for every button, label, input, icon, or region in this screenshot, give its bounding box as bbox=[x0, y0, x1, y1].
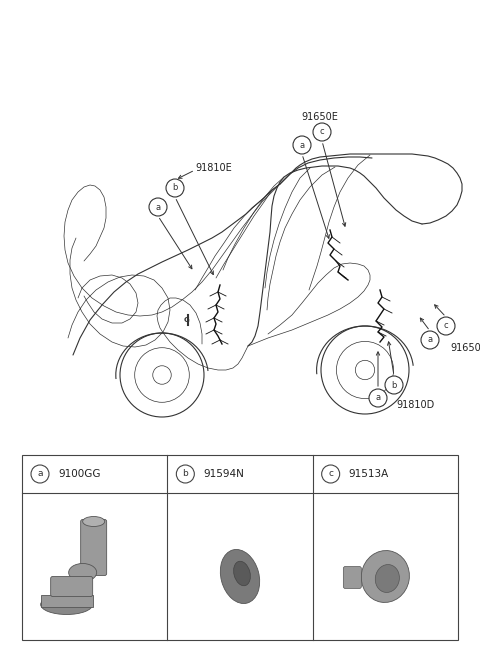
Bar bbox=[22, 455, 458, 640]
Circle shape bbox=[322, 465, 340, 483]
Text: 91650D: 91650D bbox=[450, 343, 480, 353]
Ellipse shape bbox=[361, 551, 409, 602]
Text: b: b bbox=[391, 380, 396, 390]
Text: a: a bbox=[427, 336, 432, 344]
Text: c: c bbox=[320, 127, 324, 137]
Circle shape bbox=[31, 465, 49, 483]
Ellipse shape bbox=[83, 516, 105, 526]
Ellipse shape bbox=[234, 561, 251, 586]
FancyBboxPatch shape bbox=[81, 520, 107, 576]
Text: a: a bbox=[375, 394, 381, 403]
Circle shape bbox=[385, 376, 403, 394]
Ellipse shape bbox=[375, 564, 399, 593]
FancyBboxPatch shape bbox=[343, 566, 361, 589]
Text: 91513A: 91513A bbox=[348, 469, 389, 479]
Text: 91810D: 91810D bbox=[396, 400, 434, 410]
Circle shape bbox=[369, 389, 387, 407]
FancyBboxPatch shape bbox=[41, 595, 93, 606]
Text: 9100GG: 9100GG bbox=[58, 469, 100, 479]
Text: b: b bbox=[172, 183, 178, 193]
Ellipse shape bbox=[220, 549, 260, 604]
Text: 91594N: 91594N bbox=[204, 469, 244, 479]
Text: a: a bbox=[37, 470, 43, 478]
Text: 91810E: 91810E bbox=[195, 163, 232, 173]
Text: c: c bbox=[444, 321, 448, 330]
Circle shape bbox=[166, 179, 184, 197]
Text: c: c bbox=[328, 470, 333, 478]
FancyBboxPatch shape bbox=[51, 576, 93, 597]
Circle shape bbox=[313, 123, 331, 141]
Circle shape bbox=[149, 198, 167, 216]
Ellipse shape bbox=[41, 595, 93, 614]
Text: G: G bbox=[183, 317, 189, 323]
Ellipse shape bbox=[69, 564, 96, 581]
Circle shape bbox=[293, 136, 311, 154]
Circle shape bbox=[421, 331, 439, 349]
Circle shape bbox=[437, 317, 455, 335]
Text: a: a bbox=[300, 141, 305, 150]
Text: 91650E: 91650E bbox=[301, 112, 338, 122]
Text: b: b bbox=[182, 470, 188, 478]
Circle shape bbox=[176, 465, 194, 483]
Text: a: a bbox=[156, 202, 161, 212]
